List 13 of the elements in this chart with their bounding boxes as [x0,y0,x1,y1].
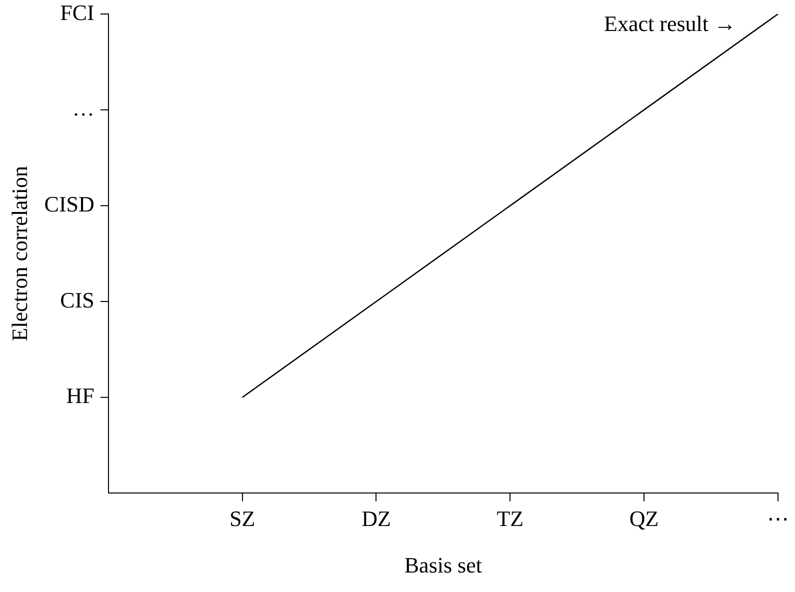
x-tick-label: SZ [229,506,256,532]
x-axis-title: Basis set [404,552,482,578]
x-tick-label: DZ [362,506,391,532]
y-axis-title: Electron correlation [6,166,32,342]
text: FCI [60,0,94,25]
annotation: Exact result → [604,10,736,36]
text: CISD [44,191,94,216]
x-tick-label: TZ [496,506,524,532]
x-tick-label: QZ [629,506,659,532]
text: … [72,96,94,121]
x-tick-label: ⋯ [767,506,789,532]
text: CIS [60,287,94,312]
text: HF [66,383,94,408]
